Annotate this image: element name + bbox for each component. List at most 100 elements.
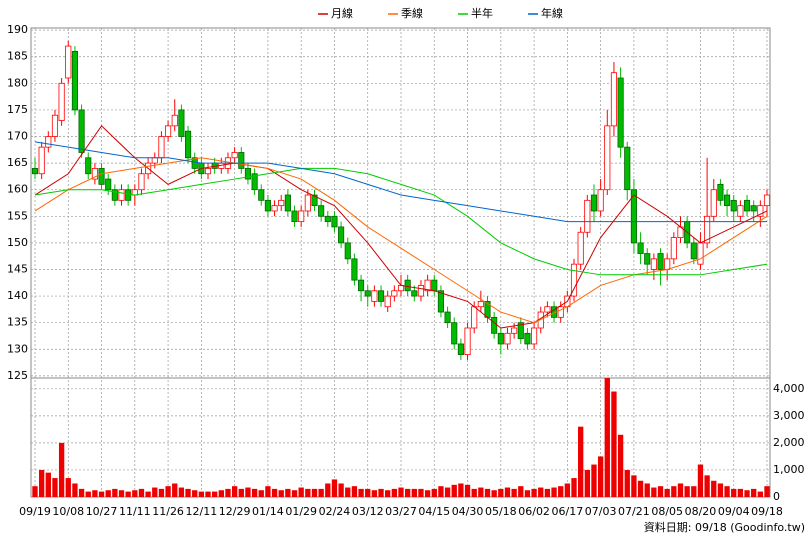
candle-body bbox=[91, 168, 98, 180]
volume-bar bbox=[498, 488, 504, 497]
candle-body bbox=[750, 205, 757, 212]
candle-body bbox=[258, 189, 265, 201]
volume-bar bbox=[338, 483, 344, 497]
candle-body bbox=[184, 130, 192, 159]
x-tick-label: 01/29 bbox=[285, 505, 317, 518]
volume-bar bbox=[571, 478, 577, 497]
volume-bar bbox=[564, 483, 571, 497]
volume-bar bbox=[105, 490, 111, 497]
y-tick-label: 130 bbox=[7, 342, 28, 355]
candle-body bbox=[471, 306, 478, 329]
footnote: 資料日期: 09/18 (Goodinfo.tw) bbox=[644, 520, 805, 534]
x-tick-label: 10/27 bbox=[86, 505, 118, 518]
candle-body bbox=[424, 279, 431, 292]
candle-body bbox=[71, 51, 78, 111]
volume-bar bbox=[551, 487, 557, 497]
x-tick-label: 07/21 bbox=[618, 505, 650, 518]
x-tick-label: 02/24 bbox=[319, 505, 351, 518]
candle-body bbox=[604, 125, 611, 191]
volume-bar bbox=[624, 469, 630, 497]
candle-body bbox=[504, 332, 511, 345]
volume-bar bbox=[345, 487, 351, 497]
candle-body bbox=[38, 146, 45, 175]
volume-bar bbox=[524, 490, 531, 497]
volume-bar bbox=[404, 488, 411, 497]
candle-body bbox=[78, 109, 85, 153]
candle-body bbox=[204, 168, 212, 175]
x-tick-label: 03/12 bbox=[352, 505, 384, 518]
volume-bar bbox=[385, 490, 391, 497]
candle-body bbox=[417, 285, 425, 297]
candle-body bbox=[544, 306, 551, 313]
volume-bar bbox=[617, 434, 624, 497]
candle-body bbox=[597, 189, 604, 212]
y-tick-label: 145 bbox=[7, 262, 28, 275]
candle-body bbox=[58, 82, 65, 121]
y-tick-label: 150 bbox=[7, 236, 28, 249]
volume-bar bbox=[691, 486, 697, 497]
y-tick-label: 125 bbox=[7, 369, 28, 382]
volume-bar bbox=[112, 488, 118, 497]
volume-bar bbox=[198, 491, 205, 497]
volume-bar bbox=[32, 486, 38, 497]
volume-bar bbox=[145, 491, 151, 497]
volume-bar bbox=[358, 488, 364, 497]
volume-bar bbox=[98, 491, 105, 497]
volume-bar bbox=[325, 483, 331, 497]
candle-body bbox=[444, 311, 451, 324]
candle-body bbox=[118, 189, 125, 201]
volume-bar bbox=[178, 487, 185, 497]
candle-body bbox=[664, 258, 671, 270]
volume-bar bbox=[657, 486, 664, 497]
legend-label: 年線 bbox=[541, 6, 563, 20]
volume-bar bbox=[245, 487, 251, 497]
volume-bar bbox=[318, 488, 324, 497]
volume-bar bbox=[265, 486, 271, 497]
volume-bar bbox=[132, 490, 138, 497]
candle-body bbox=[371, 290, 378, 302]
candle-body bbox=[517, 322, 524, 340]
candle-body bbox=[231, 152, 238, 159]
volume-bar bbox=[757, 491, 764, 497]
candle-body bbox=[31, 168, 39, 175]
volume-bar bbox=[65, 478, 71, 497]
candle-body bbox=[704, 215, 711, 244]
y-tick-label: 165 bbox=[7, 156, 28, 169]
candle-body bbox=[171, 114, 178, 127]
candle-body bbox=[431, 279, 438, 292]
candle-body bbox=[377, 290, 385, 302]
candle-body bbox=[284, 194, 291, 212]
volume-bar bbox=[58, 442, 65, 497]
candle-body bbox=[670, 237, 677, 260]
volume-bar bbox=[584, 469, 590, 497]
candle-body bbox=[464, 327, 471, 355]
candle-body bbox=[391, 290, 398, 297]
candle-body bbox=[51, 114, 59, 137]
volume-tick-label: 0 bbox=[773, 490, 780, 503]
volume-bar bbox=[531, 488, 537, 497]
volume-bar bbox=[491, 490, 497, 497]
average-line bbox=[34, 141, 767, 223]
candle-body bbox=[697, 242, 704, 265]
volume-bar bbox=[298, 487, 304, 497]
candle-body bbox=[457, 343, 464, 355]
volume-bar bbox=[451, 484, 457, 497]
candle-body bbox=[763, 194, 771, 207]
volume-bar bbox=[597, 456, 604, 497]
y-tick-label: 155 bbox=[7, 209, 28, 222]
candle-body bbox=[324, 215, 331, 223]
x-tick-label: 06/02 bbox=[518, 505, 550, 518]
candle-body bbox=[690, 242, 697, 260]
volume-bar bbox=[92, 490, 98, 497]
y-tick-label: 135 bbox=[7, 316, 28, 329]
volume-bar bbox=[165, 486, 171, 497]
volume-bar bbox=[271, 488, 278, 497]
volume-bar bbox=[711, 480, 717, 497]
volume-bar bbox=[125, 491, 131, 497]
volume-bar bbox=[305, 488, 311, 497]
volume-bar bbox=[671, 486, 677, 497]
candle-body bbox=[557, 306, 564, 318]
volume-bar bbox=[737, 488, 744, 497]
volume-bar bbox=[205, 491, 211, 497]
volume-bar bbox=[418, 488, 424, 497]
